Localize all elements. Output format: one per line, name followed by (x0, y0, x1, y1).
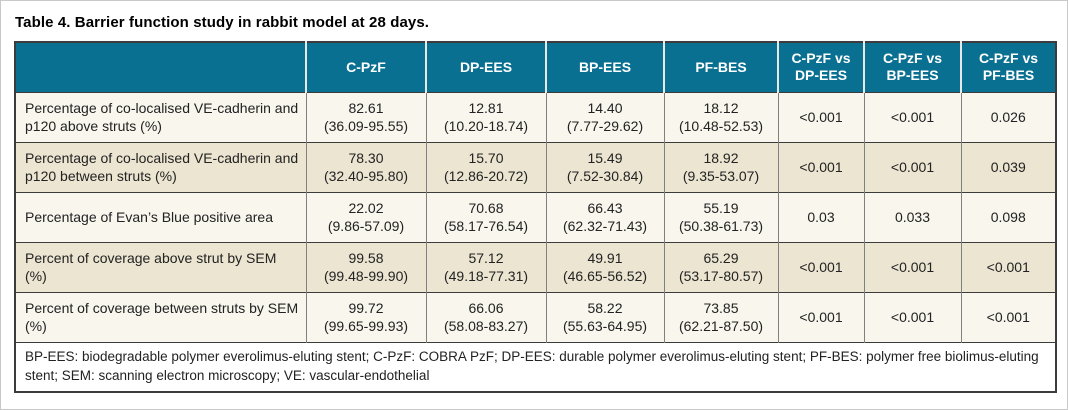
range-value: (62.32-71.43) (562, 218, 648, 234)
barrier-function-table: C-PzF DP-EES BP-EES PF-BES C-PzF vs DP-EES C-… (14, 41, 1057, 393)
row-label: Percentage of Evan’s Blue positive area (15, 191, 306, 242)
range-value: (10.20-18.74) (443, 118, 529, 134)
value-cell: 99.58 (99.48-99.90) (305, 241, 426, 292)
range-value: (99.65-99.93) (323, 318, 409, 334)
median-value: 82.61 (348, 100, 384, 116)
median-value: 66.43 (587, 200, 623, 216)
range-value: (53.17-80.57) (678, 268, 764, 284)
median-value: 18.92 (703, 150, 739, 166)
value-cell: 15.49 (7.52-30.84) (545, 141, 664, 192)
column-header: BP-EES (545, 42, 664, 93)
range-value: (62.21-87.50) (678, 318, 764, 334)
table-row: Percentage of co-localised VE-cadherin a… (15, 141, 1056, 192)
range-value: (12.86-20.72) (443, 168, 529, 184)
p-value-cell: 0.033 (863, 191, 961, 242)
median-value: 99.58 (348, 250, 384, 266)
range-value: (32.40-95.80) (323, 168, 409, 184)
footnote-row: BP-EES: biodegradable polymer everolimus… (15, 341, 1056, 392)
p-value-cell: 0.03 (777, 191, 864, 242)
abbreviations-footnote: BP-EES: biodegradable polymer everolimus… (15, 341, 1056, 392)
row-label: Percent of coverage between struts by SE… (15, 291, 306, 342)
row-label: Percent of coverage above strut by SEM (… (15, 241, 306, 292)
median-value: 18.12 (703, 100, 739, 116)
range-value: (50.38-61.73) (678, 218, 764, 234)
value-cell: 65.29 (53.17-80.57) (663, 241, 778, 292)
value-cell: 66.43 (62.32-71.43) (545, 191, 664, 242)
median-value: 15.49 (587, 150, 623, 166)
median-value: 73.85 (703, 300, 739, 316)
value-cell: 57.12 (49.18-77.31) (425, 241, 546, 292)
p-value-cell: <0.001 (777, 241, 864, 292)
range-value: (58.08-83.27) (443, 318, 529, 334)
median-value: 99.72 (348, 300, 384, 316)
value-cell: 70.68 (58.17-76.54) (425, 191, 546, 242)
range-value: (99.48-99.90) (323, 268, 409, 284)
p-value-cell: <0.001 (777, 91, 864, 142)
p-value-cell: 0.098 (960, 191, 1056, 242)
p-value-cell: <0.001 (960, 291, 1056, 342)
value-cell: 99.72 (99.65-99.93) (305, 291, 426, 342)
table-title: Table 4. Barrier function study in rabbi… (15, 14, 430, 31)
value-cell: 15.70 (12.86-20.72) (425, 141, 546, 192)
range-value: (7.52-30.84) (566, 168, 644, 184)
median-value: 70.68 (468, 200, 504, 216)
p-value-cell: <0.001 (863, 291, 961, 342)
value-cell: 78.30 (32.40-95.80) (305, 141, 426, 192)
column-header: DP-EES (425, 42, 546, 93)
p-value-cell: 0.026 (960, 91, 1056, 142)
value-cell: 22.02 (9.86-57.09) (305, 191, 426, 242)
p-value-cell: <0.001 (777, 141, 864, 192)
table-row: Percent of coverage between struts by SE… (15, 291, 1056, 342)
p-value-cell: <0.001 (777, 291, 864, 342)
median-value: 66.06 (468, 300, 504, 316)
row-label: Percentage of co-localised VE-cadherin a… (15, 141, 306, 192)
median-value: 14.40 (587, 100, 623, 116)
median-value: 15.70 (468, 150, 504, 166)
column-header: C-PzF vs DP-EES (777, 42, 864, 93)
range-value: (58.17-76.54) (443, 218, 529, 234)
value-cell: 82.61 (36.09-95.55) (305, 91, 426, 142)
value-cell: 12.81 (10.20-18.74) (425, 91, 546, 142)
column-header: C-PzF (305, 42, 426, 93)
median-value: 12.81 (468, 100, 504, 116)
table-row: Percentage of Evan’s Blue positive area 2… (15, 191, 1056, 242)
median-value: 49.91 (587, 250, 623, 266)
p-value-cell: <0.001 (863, 141, 961, 192)
range-value: (9.86-57.09) (327, 218, 405, 234)
value-cell: 73.85 (62.21-87.50) (663, 291, 778, 342)
range-value: (55.63-64.95) (562, 318, 648, 334)
range-value: (10.48-52.53) (678, 118, 764, 134)
column-header: C-PzF vs BP-EES (863, 42, 961, 93)
value-cell: 49.91 (46.65-56.52) (545, 241, 664, 292)
range-value: (9.35-53.07) (682, 168, 760, 184)
range-value: (36.09-95.55) (323, 118, 409, 134)
median-value: 58.22 (587, 300, 623, 316)
range-value: (49.18-77.31) (443, 268, 529, 284)
header-row: C-PzF DP-EES BP-EES PF-BES C-PzF vs DP-EES C-… (15, 42, 1056, 93)
corner-header-cell (15, 42, 306, 93)
row-label: Percentage of co-localised VE-cadherin a… (15, 91, 306, 142)
value-cell: 58.22 (55.63-64.95) (545, 291, 664, 342)
median-value: 65.29 (703, 250, 739, 266)
value-cell: 18.92 (9.35-53.07) (663, 141, 778, 192)
p-value-cell: 0.039 (960, 141, 1056, 192)
p-value-cell: <0.001 (863, 91, 961, 142)
table-row: Percentage of co-localised VE-cadherin a… (15, 91, 1056, 142)
value-cell: 55.19 (50.38-61.73) (663, 191, 778, 242)
median-value: 57.12 (468, 250, 504, 266)
median-value: 22.02 (348, 200, 384, 216)
column-header: C-PzF vs PF-BES (960, 42, 1056, 93)
range-value: (46.65-56.52) (562, 268, 648, 284)
p-value-cell: <0.001 (960, 241, 1056, 292)
column-header: PF-BES (663, 42, 778, 93)
value-cell: 14.40 (7.77-29.62) (545, 91, 664, 142)
value-cell: 66.06 (58.08-83.27) (425, 291, 546, 342)
range-value: (7.77-29.62) (566, 118, 644, 134)
value-cell: 18.12 (10.48-52.53) (663, 91, 778, 142)
table-row: Percent of coverage above strut by SEM (… (15, 241, 1056, 292)
median-value: 78.30 (348, 150, 384, 166)
p-value-cell: <0.001 (863, 241, 961, 292)
median-value: 55.19 (703, 200, 739, 216)
